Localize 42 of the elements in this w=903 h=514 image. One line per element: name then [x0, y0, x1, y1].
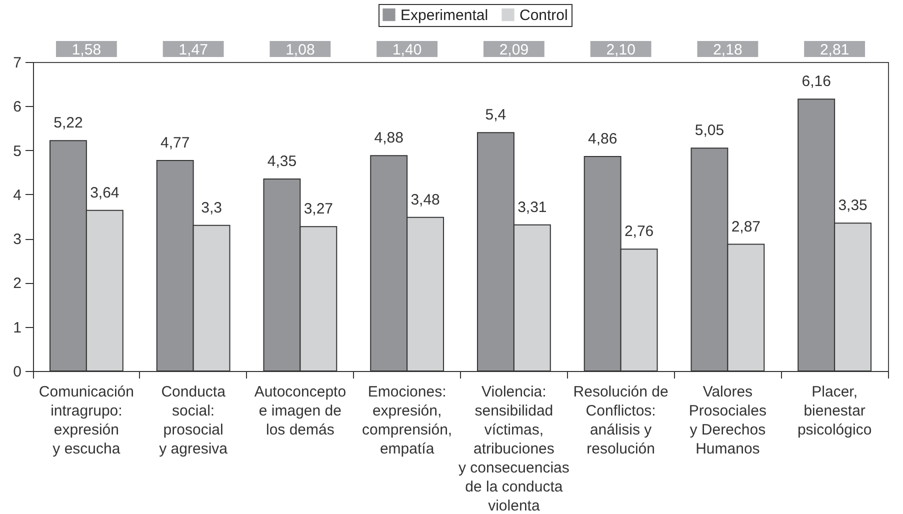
data-label: 5,22	[54, 114, 83, 132]
data-label: 3,27	[304, 200, 334, 218]
y-tick-label: 5	[13, 142, 22, 160]
text: 1,47	[178, 42, 208, 58]
x-tick-label: Conducta social: prosocial y agresiva	[159, 384, 228, 458]
text: 1,08	[286, 42, 315, 58]
data-label: 3,35	[838, 197, 868, 214]
data-label: 4,88	[374, 130, 404, 147]
legend-label: Control	[520, 6, 568, 24]
data-label: 5,4	[485, 106, 506, 124]
y-tick-label: 7	[13, 54, 22, 72]
x-tick-label: Autoconcepto e imagen de los demás	[254, 384, 346, 438]
data-label: 5,05	[694, 122, 724, 140]
x-tick-label: Emociones: expresión, comprensión, empatía	[362, 384, 452, 458]
legend-label: Experimental	[400, 6, 488, 24]
data-label: 3,31	[518, 198, 547, 216]
data-label: 4,35	[267, 152, 297, 170]
x-tick-label: Comunicación intragrupo: expresión y escucha	[38, 384, 134, 458]
text: 1,58	[72, 42, 102, 58]
x-tick-label: Resolución de Conflictos: análisis y resolución	[573, 384, 668, 458]
y-tick-label: 4	[13, 186, 22, 204]
x-tick-label: Violencia: sensibilidad víctimas, atribuciones y consecuencias de la conducta violenta	[458, 384, 570, 514]
y-tick-label: 1	[13, 319, 22, 336]
text: 2,81	[820, 42, 850, 58]
data-label: 3,64	[90, 184, 120, 202]
data-label: 4,86	[588, 130, 618, 148]
y-tick-label: 0	[13, 364, 22, 380]
data-label: 3,48	[410, 191, 440, 208]
x-tick-label: Placer, bienestar psicológico	[797, 384, 872, 438]
data-label: 4,77	[160, 134, 190, 152]
data-label: 3,3	[201, 199, 222, 216]
data-label: 2,76	[624, 223, 654, 240]
y-tick-label: 6	[13, 98, 22, 116]
y-tick-label: 2	[13, 275, 22, 292]
data-label: 2,87	[731, 218, 761, 236]
text: 2,10	[606, 42, 636, 58]
text: 2,09	[499, 42, 529, 58]
data-label: 6,16	[802, 73, 831, 90]
x-tick-label: Valores Prosociales y Derechos Humanos	[688, 384, 766, 458]
text: 1,40	[392, 42, 422, 58]
text: 2,18	[713, 42, 742, 58]
y-tick-label: 3	[13, 231, 22, 248]
